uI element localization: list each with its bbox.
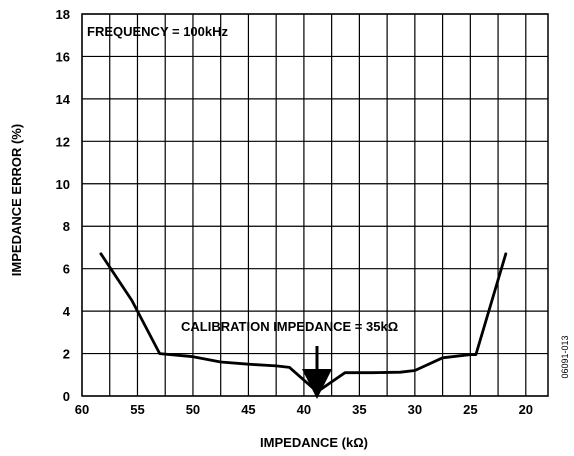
y-axis-label: IMPEDANCE ERROR (%): [9, 124, 24, 276]
data-point: [441, 356, 444, 359]
x-tick-label: 30: [408, 402, 422, 417]
data-point: [371, 371, 374, 374]
data-point: [99, 252, 103, 256]
x-tick-label: 60: [75, 402, 89, 417]
y-tick-label: 16: [56, 49, 70, 64]
y-tick-label: 18: [56, 7, 70, 22]
x-tick-label: 40: [297, 402, 311, 417]
data-point: [474, 353, 478, 356]
data-point: [191, 355, 195, 358]
x-axis-label: IMPEDANCE (kΩ): [260, 435, 368, 450]
y-tick-label: 4: [63, 304, 71, 319]
data-point: [316, 390, 319, 393]
data-point: [469, 353, 472, 356]
x-tick-label: 35: [352, 402, 366, 417]
y-tick-label: 6: [63, 262, 70, 277]
figure-id: 06091-013: [560, 335, 570, 378]
x-tick-label: 50: [186, 402, 200, 417]
data-point: [274, 364, 278, 368]
data-point: [158, 352, 161, 355]
y-tick-label: 14: [56, 92, 71, 107]
data-point: [399, 371, 402, 374]
x-tick-label: 20: [519, 402, 533, 417]
calibration-annotation: CALIBRATION IMPEDANCE = 35kΩ: [181, 319, 398, 334]
data-point: [288, 366, 291, 369]
y-tick-label: 12: [56, 134, 70, 149]
y-tick-label: 0: [63, 389, 70, 404]
data-point: [247, 362, 250, 366]
tick-labels: 60 55 50 45 40 35 30 25 20 0 2 4 6 8 10 12 14 16 18: [56, 7, 534, 417]
data-point: [413, 369, 417, 372]
y-tick-label: 2: [63, 347, 70, 362]
data-point: [219, 360, 222, 364]
frequency-annotation: FREQUENCY = 100kHz: [87, 24, 229, 39]
x-tick-label: 55: [130, 402, 144, 417]
x-tick-label: 25: [463, 402, 477, 417]
y-tick-label: 10: [56, 177, 70, 192]
data-point: [343, 371, 347, 374]
x-tick-label: 45: [241, 402, 255, 417]
data-point: [130, 299, 134, 302]
y-tick-label: 8: [63, 219, 70, 234]
data-point: [504, 252, 508, 256]
